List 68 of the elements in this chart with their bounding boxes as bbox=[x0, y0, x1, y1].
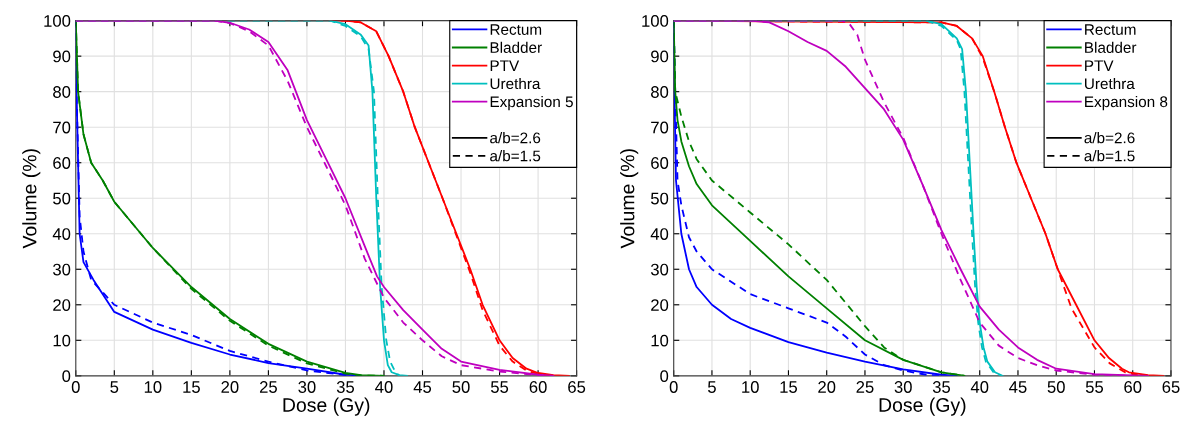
x-tick-label: 10 bbox=[144, 381, 162, 393]
x-tick-label: 25 bbox=[259, 381, 277, 393]
y-tick-label: 0 bbox=[660, 370, 669, 383]
x-tick-label: 20 bbox=[818, 381, 836, 393]
x-tick-label: 40 bbox=[970, 381, 989, 393]
x-tick-label: 50 bbox=[1047, 381, 1065, 393]
legend-label: a/b=1.5 bbox=[1084, 150, 1135, 162]
legend-label: Rectum bbox=[490, 24, 542, 35]
x-tick-label: 10 bbox=[742, 381, 759, 393]
x-tick-label: 15 bbox=[183, 381, 200, 393]
x-tick-label: 50 bbox=[452, 381, 470, 393]
x-tick-label: 65 bbox=[1162, 381, 1180, 393]
x-tick-label: 15 bbox=[780, 381, 798, 393]
legend-label: a/b=2.6 bbox=[1084, 132, 1135, 144]
x-tick-label: 0 bbox=[71, 381, 80, 393]
y-tick-label: 100 bbox=[44, 15, 71, 27]
x-tick-label: 20 bbox=[221, 381, 239, 393]
legend-label: Urethra bbox=[490, 77, 541, 90]
y-tick-label: 70 bbox=[651, 121, 669, 134]
y-tick-label: 70 bbox=[53, 121, 71, 134]
x-tick-label: 25 bbox=[856, 381, 874, 393]
y-axis-title: Volume (%) bbox=[620, 149, 639, 249]
x-tick-label: 45 bbox=[1009, 381, 1027, 393]
x-tick-label: 35 bbox=[336, 381, 355, 393]
y-tick-label: 30 bbox=[650, 263, 669, 276]
x-tick-label: 0 bbox=[669, 381, 678, 393]
y-tick-label: 30 bbox=[53, 263, 71, 276]
legend-label: Urethra bbox=[1085, 77, 1135, 90]
legend-label: Bladder bbox=[1085, 41, 1137, 53]
x-tick-label: 55 bbox=[490, 381, 509, 393]
legend-label: PTV bbox=[1085, 60, 1114, 71]
y-tick-label: 60 bbox=[53, 157, 71, 169]
legend-label: a/b=1.5 bbox=[490, 150, 541, 162]
y-tick-label: 60 bbox=[651, 157, 669, 169]
legend-label: PTV bbox=[490, 60, 520, 71]
legend-label: Bladder bbox=[490, 41, 542, 53]
y-tick-label: 20 bbox=[651, 299, 669, 311]
y-tick-label: 100 bbox=[642, 15, 669, 27]
x-tick-label: 60 bbox=[1124, 381, 1142, 393]
x-tick-label: 65 bbox=[568, 381, 586, 393]
legend-label: Expansion 8 bbox=[1085, 95, 1168, 111]
legend-label: Expansion 5 bbox=[490, 95, 573, 111]
y-tick-label: 10 bbox=[651, 334, 669, 347]
y-tick-label: 0 bbox=[62, 370, 71, 383]
x-tick-label: 40 bbox=[375, 381, 393, 393]
y-tick-label: 90 bbox=[651, 50, 669, 63]
x-tick-label: 55 bbox=[1085, 381, 1104, 393]
y-axis-title: Volume (%) bbox=[22, 149, 41, 249]
x-axis-title: Dose (Gy) bbox=[879, 397, 966, 416]
y-tick-label: 10 bbox=[53, 334, 71, 347]
x-tick-label: 30 bbox=[298, 381, 316, 393]
y-tick-label: 20 bbox=[53, 299, 71, 311]
x-tick-label: 35 bbox=[932, 381, 951, 393]
y-tick-label: 80 bbox=[651, 86, 669, 98]
y-tick-label: 90 bbox=[53, 50, 71, 63]
y-tick-label: 40 bbox=[650, 228, 669, 240]
x-tick-label: 60 bbox=[529, 381, 547, 393]
y-tick-label: 50 bbox=[53, 192, 71, 205]
legend-label: Rectum bbox=[1085, 24, 1136, 35]
x-tick-label: 5 bbox=[110, 381, 119, 393]
y-tick-label: 80 bbox=[53, 86, 71, 98]
legend-label: a/b=2.6 bbox=[490, 132, 541, 144]
x-tick-label: 5 bbox=[707, 381, 716, 393]
x-tick-label: 45 bbox=[413, 381, 432, 393]
y-tick-label: 50 bbox=[650, 192, 669, 205]
x-tick-label: 30 bbox=[894, 381, 912, 393]
x-axis-title: Dose (Gy) bbox=[283, 397, 370, 416]
y-tick-label: 40 bbox=[52, 228, 71, 240]
